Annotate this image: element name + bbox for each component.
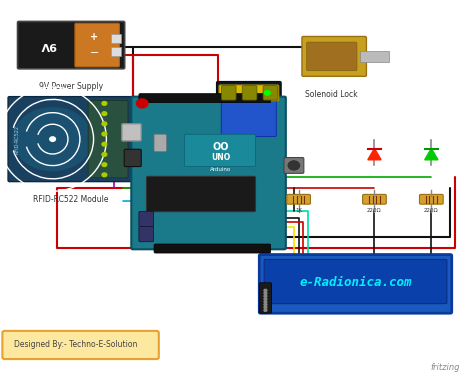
Circle shape xyxy=(102,122,107,126)
FancyBboxPatch shape xyxy=(8,97,134,182)
FancyBboxPatch shape xyxy=(307,42,357,71)
Text: 220Ω: 220Ω xyxy=(367,208,382,212)
FancyBboxPatch shape xyxy=(264,259,447,304)
FancyBboxPatch shape xyxy=(242,86,257,100)
Circle shape xyxy=(264,295,267,297)
Text: RFID-RC522 Module: RFID-RC522 Module xyxy=(33,195,109,204)
Circle shape xyxy=(137,99,148,108)
Text: Solenoid Lock: Solenoid Lock xyxy=(305,90,357,99)
Circle shape xyxy=(102,153,107,156)
FancyBboxPatch shape xyxy=(287,194,310,204)
Circle shape xyxy=(264,290,267,292)
Text: 9V Power Supply: 9V Power Supply xyxy=(39,82,103,91)
FancyBboxPatch shape xyxy=(124,149,141,167)
Circle shape xyxy=(102,102,107,105)
Text: 1K: 1K xyxy=(295,208,302,212)
FancyBboxPatch shape xyxy=(75,23,119,67)
Polygon shape xyxy=(368,149,381,160)
FancyBboxPatch shape xyxy=(146,176,255,212)
Bar xyxy=(111,47,121,56)
Text: −: − xyxy=(90,48,99,58)
Circle shape xyxy=(264,309,267,311)
FancyBboxPatch shape xyxy=(363,194,386,204)
Text: fritzing: fritzing xyxy=(430,363,460,372)
Text: UNO: UNO xyxy=(211,153,230,162)
FancyBboxPatch shape xyxy=(302,36,366,76)
Circle shape xyxy=(102,143,107,146)
FancyBboxPatch shape xyxy=(154,134,166,152)
Circle shape xyxy=(102,173,107,177)
FancyBboxPatch shape xyxy=(259,283,272,313)
Circle shape xyxy=(264,91,270,95)
FancyBboxPatch shape xyxy=(122,124,141,141)
FancyBboxPatch shape xyxy=(259,255,452,313)
Bar xyxy=(111,34,121,43)
Circle shape xyxy=(264,298,267,300)
FancyBboxPatch shape xyxy=(154,244,271,253)
Circle shape xyxy=(264,292,267,294)
FancyBboxPatch shape xyxy=(419,194,443,204)
Text: Designed By:- Techno-E-Solution: Designed By:- Techno-E-Solution xyxy=(14,340,137,349)
FancyBboxPatch shape xyxy=(88,100,128,178)
FancyBboxPatch shape xyxy=(284,158,304,173)
Text: +: + xyxy=(90,32,98,42)
Circle shape xyxy=(13,108,92,171)
Text: 9V: 9V xyxy=(40,40,56,50)
Text: RFID-RC522: RFID-RC522 xyxy=(14,124,19,154)
Circle shape xyxy=(264,301,267,303)
FancyBboxPatch shape xyxy=(139,94,271,103)
Bar xyxy=(360,51,389,62)
FancyBboxPatch shape xyxy=(184,134,255,167)
FancyBboxPatch shape xyxy=(139,211,154,227)
Text: Arduino: Arduino xyxy=(210,167,231,172)
Text: e-Radionica.com: e-Radionica.com xyxy=(299,276,412,289)
FancyBboxPatch shape xyxy=(18,21,125,69)
Circle shape xyxy=(264,303,267,306)
FancyBboxPatch shape xyxy=(139,226,154,242)
FancyBboxPatch shape xyxy=(131,97,286,249)
FancyBboxPatch shape xyxy=(263,86,278,100)
FancyBboxPatch shape xyxy=(217,82,281,152)
Circle shape xyxy=(102,163,107,167)
Circle shape xyxy=(288,161,300,170)
FancyBboxPatch shape xyxy=(2,331,159,359)
FancyBboxPatch shape xyxy=(221,86,236,100)
Circle shape xyxy=(50,137,55,141)
Text: 220Ω: 220Ω xyxy=(424,208,438,212)
FancyBboxPatch shape xyxy=(221,90,276,136)
Text: OO: OO xyxy=(212,143,229,152)
Circle shape xyxy=(102,112,107,115)
Circle shape xyxy=(264,306,267,308)
Circle shape xyxy=(102,132,107,136)
FancyBboxPatch shape xyxy=(219,85,279,101)
Polygon shape xyxy=(425,149,438,160)
